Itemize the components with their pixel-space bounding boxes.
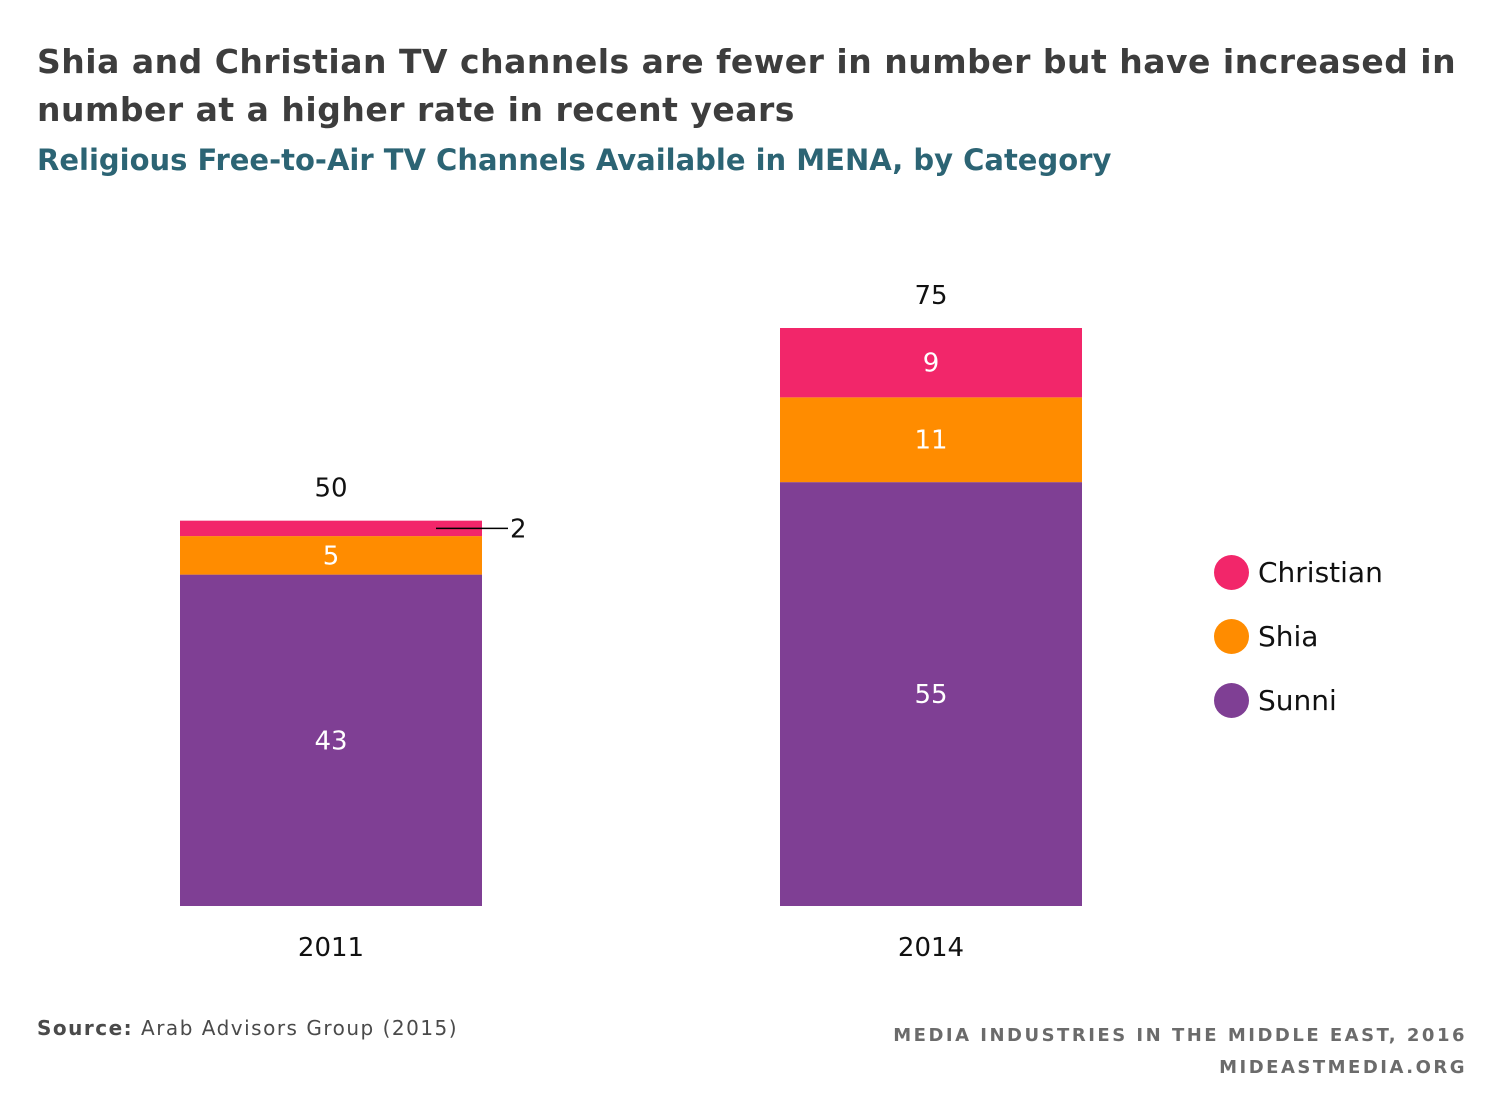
total-label-2011: 50 (314, 474, 347, 504)
source-label: Source: (37, 1016, 134, 1040)
legend-swatch-sunni (1214, 682, 1249, 718)
legend-label-shia: Shia (1258, 619, 1319, 653)
chart-legend: Christian Shia Sunni (1214, 540, 1383, 732)
data-label-sunni-2014: 55 (914, 680, 947, 710)
chart-headline: Shia and Christian TV channels are fewer… (37, 42, 1457, 129)
x-tick-label-2014: 2014 (898, 933, 964, 963)
data-label-shia-2014: 11 (914, 426, 947, 456)
bar-segment-sunni-2014 (780, 482, 1082, 906)
x-tick-label-2011: 2011 (298, 933, 364, 963)
source-note: Source: Arab Advisors Group (2015) (37, 1016, 458, 1040)
legend-item-christian: Christian (1214, 540, 1383, 604)
legend-label-christian: Christian (1258, 555, 1383, 589)
legend-label-sunni: Sunni (1258, 683, 1337, 717)
branding-website: MIDEASTMEDIA.ORG (1219, 1057, 1467, 1078)
legend-item-sunni: Sunni (1214, 668, 1383, 732)
chart-subtitle: Religious Free-to-Air TV Channels Availa… (37, 143, 1112, 177)
data-label-sunni-2011: 43 (314, 726, 347, 756)
data-label-christian-2011: 2 (510, 514, 527, 544)
data-label-shia-2011: 5 (323, 541, 340, 571)
branding-publication: MEDIA INDUSTRIES IN THE MIDDLE EAST, 201… (893, 1025, 1467, 1046)
legend-swatch-christian (1214, 554, 1249, 590)
legend-item-shia: Shia (1214, 604, 1383, 668)
source-text: Arab Advisors Group (2015) (141, 1016, 459, 1040)
legend-swatch-shia (1214, 618, 1249, 654)
bar-segment-christian-2014 (780, 328, 1082, 398)
data-label-christian-2014: 9 (923, 349, 940, 379)
bar-segment-shia-2011 (180, 536, 482, 575)
total-label-2014: 75 (914, 281, 947, 311)
bar-segment-christian-2011 (180, 520, 482, 537)
branding: MEDIA INDUSTRIES IN THE MIDDLE EAST, 201… (893, 1020, 1467, 1084)
bar-segment-sunni-2011 (180, 574, 482, 906)
bar-segment-shia-2014 (780, 397, 1082, 483)
